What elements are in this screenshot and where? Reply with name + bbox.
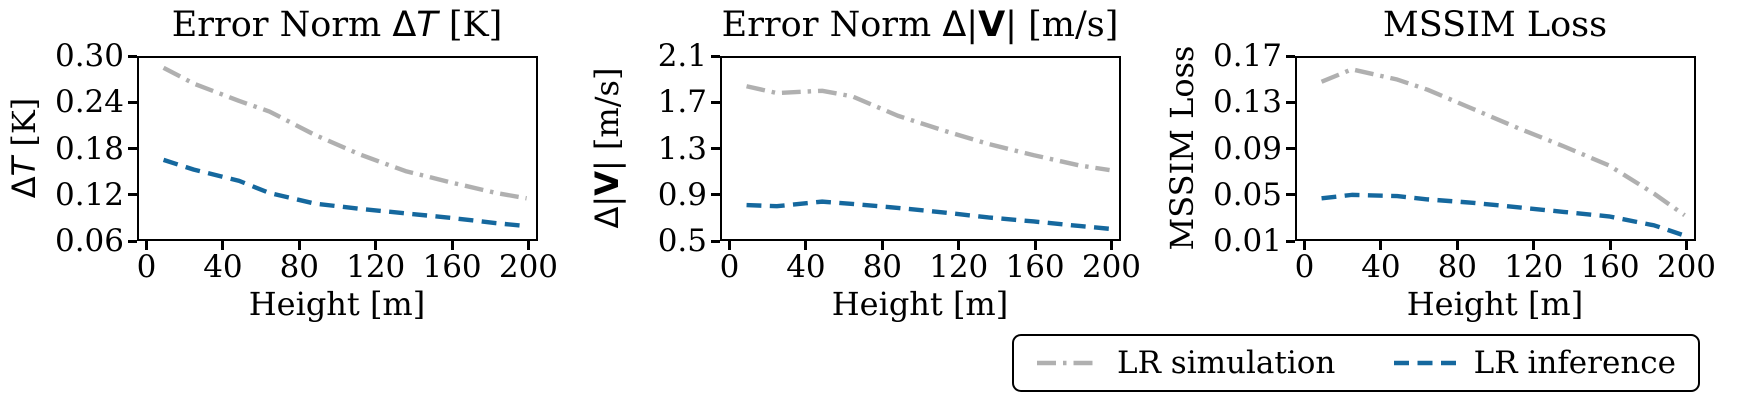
y-tick-label: 0.12	[54, 176, 124, 213]
lr-simulation-line-sample	[1037, 360, 1099, 366]
y-tick-label: 0.24	[54, 84, 124, 121]
tick-mark	[128, 100, 137, 104]
tick-mark	[374, 241, 378, 250]
lr-inference-line-sample	[1393, 360, 1456, 366]
tick-mark	[128, 193, 137, 197]
y-tick-label: 1.7	[657, 84, 707, 121]
x-tick-label: 0	[719, 249, 740, 285]
y-tick-label: 0.01	[1212, 223, 1282, 259]
y-tick-label: 0.05	[1212, 176, 1282, 213]
tick-mark	[1286, 100, 1295, 104]
tick-mark	[711, 239, 720, 243]
chart-mssim-loss: MSSIM Loss MSSIM Loss 0.01 0.05 0.09 0.13 0.…	[1158, 0, 1720, 404]
chart-title: Error Norm Δ|V| [m/s]	[721, 5, 1119, 45]
x-axis-label: Height [m]	[1406, 285, 1584, 323]
tick-mark	[128, 147, 137, 150]
tick-mark	[1286, 147, 1295, 150]
line-plot	[746, 84, 1110, 232]
lr-inference-line	[162, 157, 527, 229]
tick-mark	[1608, 241, 1612, 250]
x-tick-label: 200	[1081, 249, 1142, 285]
tick-mark	[450, 241, 454, 250]
tick-mark	[297, 241, 301, 250]
tick-mark	[711, 54, 720, 58]
x-tick-label: 40	[1361, 249, 1401, 285]
tick-mark	[728, 241, 732, 250]
legend: LR simulation LR inference	[1012, 334, 1700, 392]
x-tick-label: 40	[203, 249, 243, 285]
tick-mark	[128, 239, 137, 243]
y-tick-label: 0.13	[1212, 84, 1282, 121]
legend-item-lr-inference: LR inference	[1393, 345, 1676, 381]
y-tick-label: 0.17	[1212, 38, 1282, 74]
tick-mark	[804, 241, 808, 250]
tick-mark	[1684, 241, 1688, 250]
tick-mark	[1286, 193, 1295, 197]
y-tick-label: 0.06	[54, 223, 124, 259]
x-tick-label: 120	[1504, 249, 1564, 285]
lr-inference-line	[746, 199, 1110, 232]
legend-label: LR inference	[1473, 345, 1676, 381]
x-axis-label: Height [m]	[248, 285, 426, 323]
x-tick-label: 0	[136, 249, 157, 285]
legend-label: LR simulation	[1117, 345, 1336, 381]
tick-mark	[711, 100, 720, 104]
tick-mark	[221, 241, 225, 250]
y-tick-label: 0.30	[54, 38, 124, 74]
x-tick-label: 120	[346, 249, 406, 285]
legend-item-lr-simulation: LR simulation	[1036, 345, 1335, 381]
tick-mark	[711, 193, 720, 197]
tick-mark	[1033, 241, 1037, 250]
tick-mark	[957, 241, 961, 250]
tick-mark	[1532, 241, 1536, 250]
tick-mark	[526, 241, 530, 250]
x-tick-label: 120	[929, 249, 989, 285]
x-tick-label: 160	[422, 249, 482, 285]
chart-title: MSSIM Loss	[1382, 5, 1608, 45]
tick-mark	[1379, 241, 1383, 250]
y-tick-label: 0.09	[1212, 130, 1282, 167]
chart-error-norm-delta-v: Error Norm Δ|V| [m/s] Δ|V| [m/s] 0.5 0.9 1…	[583, 0, 1145, 404]
tick-mark	[880, 241, 884, 250]
plot-area	[137, 56, 538, 241]
tick-mark	[1303, 241, 1307, 250]
y-tick-label: 0.9	[657, 176, 707, 213]
x-tick-label: 40	[786, 249, 826, 285]
chart-error-norm-delta-t: Error Norm ΔT [K] ΔT [K] 0.06 0.12 0.18 0.2…	[0, 0, 562, 404]
lr-simulation-line	[746, 84, 1110, 173]
y-tick-label: 1.3	[657, 130, 707, 167]
lr-simulation-line	[162, 65, 527, 201]
x-tick-label: 80	[279, 249, 320, 285]
x-axis-label: Height [m]	[831, 285, 1009, 323]
x-tick-label: 160	[1580, 249, 1640, 285]
line-plot	[1320, 67, 1686, 238]
y-tick-label: 0.18	[54, 130, 124, 167]
y-tick-label: 0.5	[657, 223, 707, 259]
lr-inference-line	[1321, 192, 1686, 238]
x-tick-label: 80	[1437, 249, 1478, 285]
x-tick-label: 80	[862, 249, 903, 285]
tick-mark	[1109, 241, 1113, 250]
y-tick-label: 2.1	[657, 38, 707, 74]
x-tick-label: 160	[1005, 249, 1065, 285]
x-tick-label: 0	[1294, 249, 1315, 285]
chart-title: Error Norm ΔT [K]	[171, 5, 503, 45]
line-plot	[162, 65, 527, 229]
x-tick-label: 200	[1656, 249, 1717, 285]
tick-mark	[1286, 239, 1295, 243]
plot-area	[1295, 56, 1696, 241]
tick-mark	[711, 147, 720, 150]
x-tick-label: 200	[498, 249, 559, 285]
tick-mark	[128, 54, 137, 58]
tick-mark	[145, 241, 149, 250]
tick-mark	[1455, 241, 1459, 250]
lr-simulation-line	[1320, 67, 1686, 218]
tick-mark	[1286, 54, 1295, 58]
